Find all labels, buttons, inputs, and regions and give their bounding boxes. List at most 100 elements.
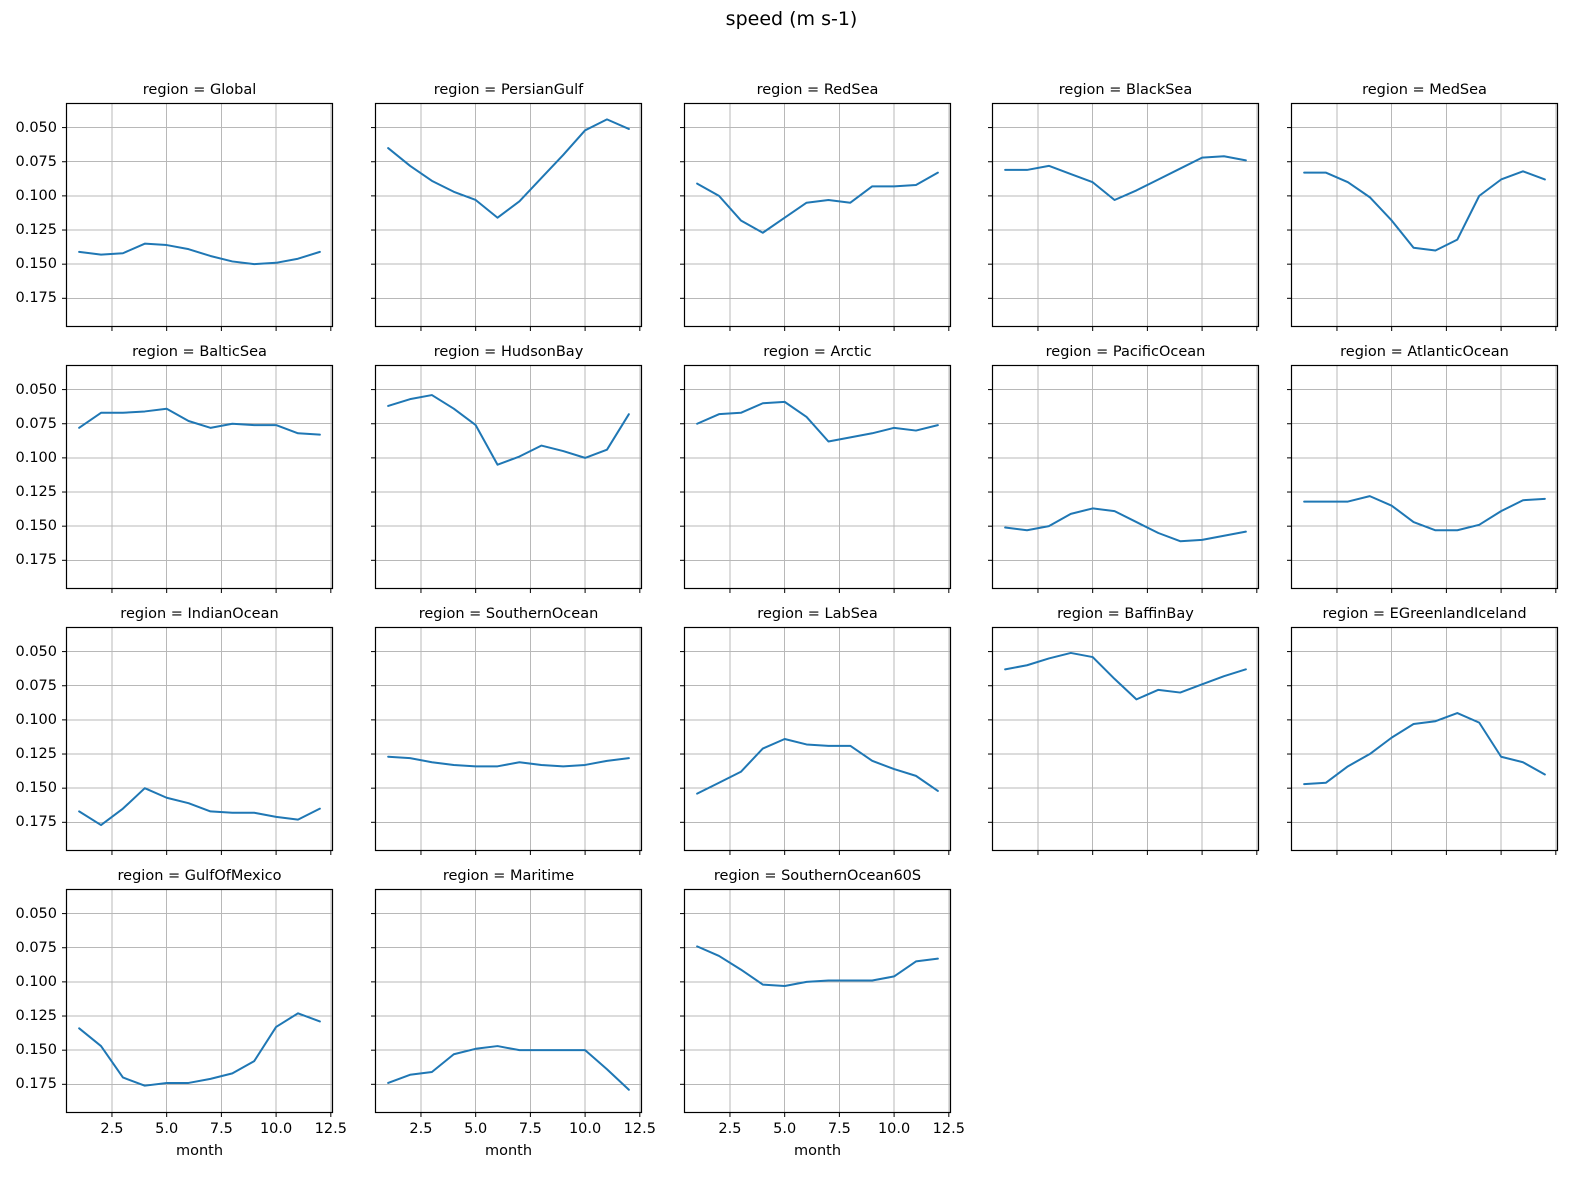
x-tick-label: 10.0 xyxy=(259,1121,293,1137)
figure-title: speed (m s-1) xyxy=(725,8,858,30)
y-tick-label: 0.050 xyxy=(15,119,57,136)
y-tick-label: 0.150 xyxy=(15,1042,57,1059)
plot-line xyxy=(1004,507,1247,543)
y-tick-label: 0.125 xyxy=(15,484,57,501)
facet-panel-Arctic: region = Arctic xyxy=(680,344,952,593)
plot-line xyxy=(387,118,630,219)
panel-border xyxy=(65,626,334,852)
x-tick-label: 7.5 xyxy=(209,1121,233,1137)
facet-panel-SouthernOcean60S: region = SouthernOcean60S 2.5 5.0 7.5 10.0 12… xyxy=(680,868,965,1159)
facet-title: region = SouthernOcean60S xyxy=(713,868,922,884)
plot-line xyxy=(1303,170,1546,252)
y-tick-label: 0.075 xyxy=(15,415,57,432)
panel-border xyxy=(1290,364,1559,590)
facet-panel-BlackSea: region = BlackSea xyxy=(988,82,1260,331)
y-tick-label: 0.100 xyxy=(15,449,57,466)
x-tick-label: 7.5 xyxy=(827,1121,851,1137)
plot-svg xyxy=(1287,364,1559,593)
plot-line xyxy=(696,945,939,987)
facet-title: region = IndianOcean xyxy=(120,606,279,622)
facet-title: region = AtlanticOcean xyxy=(1340,344,1509,360)
plot-line xyxy=(387,1045,630,1091)
panel-border xyxy=(65,888,334,1114)
facet-title: region = PersianGulf xyxy=(433,82,584,98)
x-tick-label: 2.5 xyxy=(409,1121,433,1137)
x-tick-label: 2.5 xyxy=(718,1121,742,1137)
x-tick-label: 12.5 xyxy=(314,1121,347,1137)
y-tick-label: 0.075 xyxy=(15,153,57,170)
x-tick-label: 5.0 xyxy=(155,1121,179,1137)
x-axis-label: month xyxy=(175,1143,224,1159)
facet-title: region = Maritime xyxy=(442,868,575,884)
plot-svg xyxy=(988,102,1260,331)
panel-border xyxy=(683,364,952,590)
facet-title: region = BalticSea xyxy=(132,344,267,360)
facet-panel-HudsonBay: region = HudsonBay xyxy=(371,344,643,593)
y-tick-label: 0.175 xyxy=(15,552,57,569)
y-tick-label: 0.175 xyxy=(15,290,57,307)
panel-border xyxy=(65,364,334,590)
facet-title: region = MedSea xyxy=(1362,82,1487,98)
plot-svg xyxy=(371,626,643,855)
panel-border xyxy=(1290,102,1559,328)
panel-border xyxy=(683,626,952,852)
panel-border xyxy=(374,102,643,328)
facet-title: region = HudsonBay xyxy=(433,344,584,360)
y-tick-label: 0.100 xyxy=(15,711,57,728)
y-tick-label: 0.125 xyxy=(15,746,57,763)
facet-panel-RedSea: region = RedSea xyxy=(680,82,952,331)
panel-border xyxy=(65,102,334,328)
plot-line xyxy=(696,171,939,234)
facet-panel-MedSea: region = MedSea xyxy=(1287,82,1559,331)
facet-title: region = BaffinBay xyxy=(1057,606,1194,622)
plot-line xyxy=(696,738,939,795)
facet-panel-BaffinBay: region = BaffinBay xyxy=(988,606,1260,855)
x-axis-label: month xyxy=(484,1143,533,1159)
panel-border xyxy=(683,102,952,328)
y-tick-label: 0.075 xyxy=(15,677,57,694)
plot-line xyxy=(1303,495,1546,532)
plot-line xyxy=(1303,712,1546,786)
facet-panel-IndianOcean: region = IndianOcean 0.050 0.075 0.100 0.125… xyxy=(15,606,334,855)
facet-panel-GulfOfMexico: region = GulfOfMexico 0.050 0.075 0.100 0.12… xyxy=(15,868,346,1159)
plot-line xyxy=(387,755,630,768)
facet-panel-BalticSea: region = BalticSea 0.050 0.075 0.100 0.125 0.… xyxy=(15,344,334,593)
plot-line xyxy=(78,242,321,266)
plot-svg xyxy=(62,888,334,1117)
plot-svg xyxy=(680,102,952,331)
x-axis-label: month xyxy=(793,1143,842,1159)
y-tick-label: 0.150 xyxy=(15,780,57,797)
plot-svg xyxy=(62,364,334,593)
facet-title: region = EGreenlandIceland xyxy=(1322,606,1527,622)
y-tick-label: 0.100 xyxy=(15,973,57,990)
plot-svg xyxy=(988,626,1260,855)
facet-title: region = BlackSea xyxy=(1058,82,1193,98)
facet-title: region = LabSea xyxy=(757,606,878,622)
facet-panel-PacificOcean: region = PacificOcean xyxy=(988,344,1260,593)
panel-border xyxy=(1290,626,1559,852)
y-tick-label: 0.175 xyxy=(15,1076,57,1093)
y-tick-label: 0.150 xyxy=(15,256,57,273)
y-tick-label: 0.125 xyxy=(15,1008,57,1025)
y-tick-label: 0.050 xyxy=(15,381,57,398)
y-tick-label: 0.125 xyxy=(15,222,57,239)
facet-title: region = PacificOcean xyxy=(1045,344,1206,360)
plot-svg xyxy=(371,102,643,331)
plot-svg xyxy=(371,888,643,1117)
x-tick-label: 5.0 xyxy=(464,1121,488,1137)
y-tick-label: 0.175 xyxy=(15,814,57,831)
facet-title: region = Arctic xyxy=(763,344,872,360)
plot-line xyxy=(696,400,939,443)
panel-border xyxy=(683,888,952,1114)
y-tick-label: 0.050 xyxy=(15,643,57,660)
panel-border xyxy=(991,364,1260,590)
x-tick-label: 10.0 xyxy=(877,1121,911,1137)
plot-line xyxy=(78,787,321,827)
x-tick-label: 5.0 xyxy=(773,1121,797,1137)
panel-border xyxy=(374,364,643,590)
panel-border xyxy=(374,626,643,852)
facet-title: region = Global xyxy=(142,82,257,98)
plot-line xyxy=(1004,651,1247,701)
plot-svg xyxy=(62,102,334,331)
